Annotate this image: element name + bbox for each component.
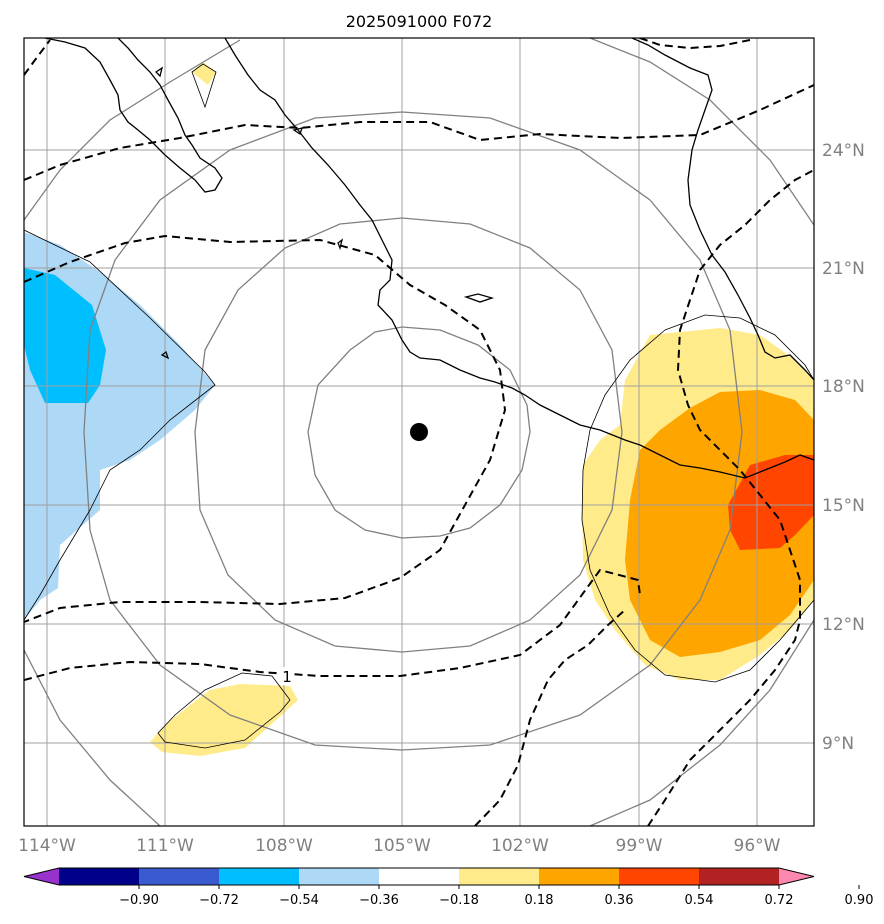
lon-label: 111°W xyxy=(136,836,194,856)
contour-label: 1 xyxy=(282,668,292,686)
colorbar-tick-label: −0.18 xyxy=(439,893,479,908)
colorbar-extend-low xyxy=(24,868,59,885)
lat-label: 21°N xyxy=(822,259,865,279)
map-panel: 1 xyxy=(24,38,814,826)
lat-label: 24°N xyxy=(822,141,865,161)
island-1 xyxy=(463,293,495,303)
colorbar-tick-label: −0.72 xyxy=(199,893,239,908)
thin-contours xyxy=(24,63,814,749)
mexico-pacific-coast xyxy=(224,38,814,479)
colorbar-segment xyxy=(219,868,300,885)
longitude-labels: 114°W 111°W 108°W 105°W 102°W 99°W 96°W xyxy=(18,836,781,856)
baja-california-coast xyxy=(44,38,223,193)
lon-label: 105°W xyxy=(373,836,431,856)
colorbar-tick-label: 0.90 xyxy=(845,893,874,908)
colorbar-tick-label: 0.54 xyxy=(685,893,714,908)
lon-label: 108°W xyxy=(255,836,313,856)
range-rings xyxy=(24,38,814,826)
colorbar-tick-label: −0.54 xyxy=(279,893,319,908)
lat-label: 18°N xyxy=(822,377,865,397)
colorbar-segment xyxy=(299,868,380,885)
dashed-contours xyxy=(24,38,814,826)
contour-label-bg xyxy=(280,667,294,685)
colorbar-tick-label: 0.18 xyxy=(525,893,554,908)
colorbar-segment xyxy=(459,868,540,885)
positive-anomaly-patch-south xyxy=(150,684,298,756)
map-title: 2025091000 F072 xyxy=(346,12,493,31)
lon-label: 102°W xyxy=(491,836,549,856)
lon-label: 96°W xyxy=(734,836,781,856)
colorbar-tick-label: −0.90 xyxy=(119,893,159,908)
colorbar-segment xyxy=(619,868,700,885)
lat-label: 9°N xyxy=(822,734,854,754)
colorbar-tick-label: 0.36 xyxy=(605,893,634,908)
coastlines xyxy=(44,38,814,479)
colorbar-segment xyxy=(379,868,460,885)
colorbar: −0.90 −0.72 −0.54 −0.36 −0.18 0.18 0.36 0.54 0.7… xyxy=(23,867,874,908)
colorbar-segment xyxy=(59,868,140,885)
island-5 xyxy=(292,127,303,136)
positive-anomaly-strong xyxy=(728,455,814,550)
colorbar-segment xyxy=(139,868,220,885)
gridlines xyxy=(24,38,814,826)
gulf-coast xyxy=(631,38,814,381)
lat-label: 15°N xyxy=(822,496,865,516)
negative-anomaly-strong xyxy=(24,268,106,403)
colorbar-tick-label: −0.36 xyxy=(359,893,399,908)
map-frame xyxy=(23,37,815,827)
positive-anomaly-medium xyxy=(625,390,814,657)
lon-label: 114°W xyxy=(18,836,76,856)
colorbar-outline xyxy=(23,867,815,886)
storm-center-marker xyxy=(410,423,428,441)
colorbar-tick-label: 0.72 xyxy=(765,893,794,908)
lon-label: 99°W xyxy=(616,836,663,856)
lat-label: 12°N xyxy=(822,615,865,635)
island-4 xyxy=(154,66,164,78)
colorbar-segment xyxy=(699,868,780,885)
colorbar-extend-high xyxy=(779,868,814,885)
island-3 xyxy=(160,350,170,360)
island-2 xyxy=(337,238,344,251)
latitude-labels: 24°N 21°N 18°N 15°N 12°N 9°N xyxy=(822,141,865,754)
colorbar-segment xyxy=(539,868,620,885)
